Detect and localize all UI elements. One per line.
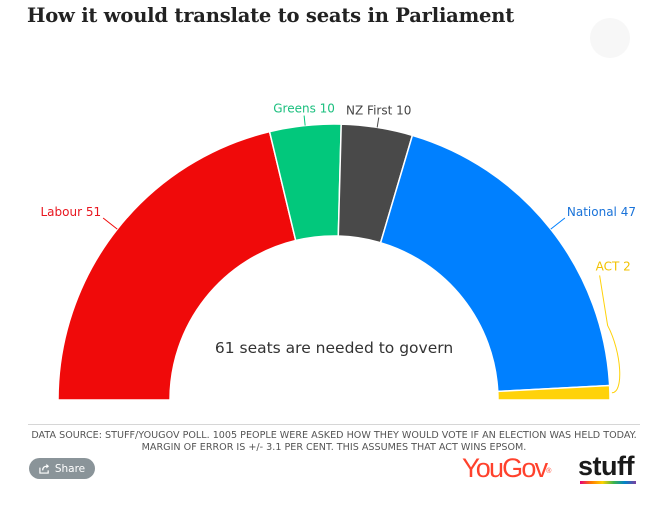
center-label: 61 seats are needed to govern [215, 339, 453, 357]
corner-button[interactable] [590, 18, 630, 58]
seat-segment-national [379, 134, 611, 393]
label-leaders [102, 115, 621, 394]
leader-line-act [599, 275, 621, 394]
page-title: How it would translate to seats in Parli… [27, 4, 515, 27]
stuff-logo: stuff [578, 451, 634, 481]
stuff-logo-underline [580, 481, 636, 484]
seat-segment-act [496, 384, 611, 401]
segment-label-national: National 47 [567, 205, 636, 219]
arc-group [57, 123, 611, 401]
leader-line-labour [102, 217, 118, 230]
share-button[interactable]: Share [29, 458, 95, 479]
segment-label-act: ACT 2 [596, 259, 631, 273]
leader-line-greens [303, 115, 306, 126]
leader-line-nz-first [376, 117, 380, 128]
leader-line-national [550, 217, 566, 230]
segment-label-nz-first: NZ First 10 [346, 104, 411, 118]
data-source-note: DATA SOURCE: STUFF/YOUGOV POLL. 1005 PEO… [28, 424, 640, 453]
share-label: Share [54, 462, 86, 475]
share-icon [39, 463, 49, 474]
seat-chart: Labour 51 Greens 10 NZ First 10 National 47… [40, 102, 636, 401]
segment-label-labour: Labour 51 [40, 205, 101, 219]
segment-label-greens: Greens 10 [273, 102, 335, 116]
seat-segment-labour [57, 130, 297, 401]
segment-labels: Labour 51 Greens 10 NZ First 10 National 47… [40, 102, 635, 274]
yougov-logo: YouGov® [462, 453, 552, 483]
